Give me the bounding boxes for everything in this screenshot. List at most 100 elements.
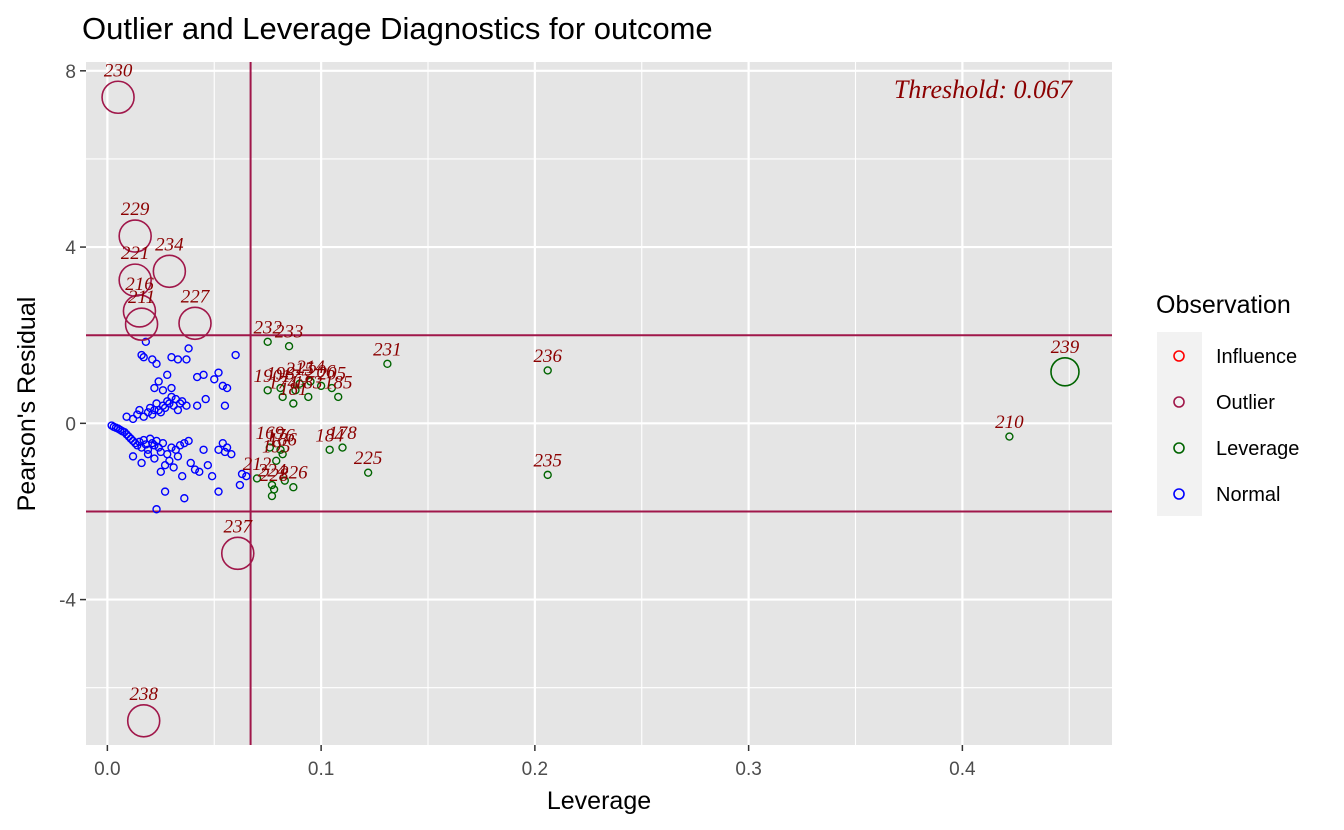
outlier-point: [220, 536, 255, 571]
normal-point: [124, 432, 133, 441]
point-label: 195: [262, 436, 291, 457]
normal-point: [152, 359, 161, 369]
normal-point: [143, 449, 153, 459]
outlier-point: [122, 294, 157, 328]
point-label: 214: [296, 357, 325, 378]
leverage-point: [306, 377, 315, 386]
point-label: 239: [1051, 337, 1080, 358]
legend-entries: Influence Outlier Leverage Normal: [1173, 346, 1299, 506]
leverage-point: [543, 366, 552, 375]
normal-point: [222, 383, 232, 393]
point-label: 174: [268, 372, 297, 393]
leverage-point: [276, 383, 285, 393]
leverage-point: [267, 480, 277, 490]
point-label: 224: [258, 461, 287, 482]
legend-label-outlier: Outlier: [1216, 392, 1275, 414]
normal-point: [210, 375, 219, 384]
leverage-point: [263, 386, 272, 395]
outlier-point: [124, 307, 159, 341]
leverage-point: [543, 470, 552, 480]
x-tick-label: 0.0: [94, 759, 120, 780]
normal-point: [126, 434, 136, 443]
normal-point: [167, 392, 176, 402]
leverage-point: [267, 491, 277, 501]
leverage-point: [316, 381, 326, 391]
normal-point: [148, 438, 157, 448]
normal-point: [165, 456, 174, 465]
normal-point: [190, 465, 200, 474]
point-label: 212: [243, 454, 272, 475]
leverage-point: [1005, 432, 1014, 441]
normal-point: [242, 472, 251, 481]
threshold-annotation: Threshold: 0.067: [894, 75, 1073, 104]
normal-point: [173, 355, 183, 364]
outlier-point: [118, 219, 152, 253]
leverage-point: [263, 337, 272, 347]
normal-point: [201, 394, 210, 404]
point-label: 184: [315, 425, 344, 446]
normal-point: [128, 414, 138, 424]
plot-panel: [86, 62, 1112, 745]
normal-point: [167, 383, 176, 393]
normal-point: [180, 438, 189, 448]
point-label: 233: [275, 322, 304, 343]
normal-point: [167, 443, 176, 452]
normal-point: [158, 386, 168, 395]
legend-key-background: [1157, 332, 1202, 516]
outlier-points: [101, 80, 255, 738]
outlier-point: [178, 306, 212, 341]
normal-point: [207, 472, 217, 481]
point-label: 225: [354, 448, 383, 469]
point-label: 238: [129, 684, 158, 705]
point-label: 185: [324, 372, 353, 393]
normal-point: [214, 487, 223, 496]
y-tick-label: 8: [65, 62, 76, 83]
point-label: 210: [995, 412, 1024, 433]
normal-point: [160, 460, 170, 470]
normal-point: [220, 401, 230, 410]
normal-point: [139, 353, 148, 362]
normal-point: [203, 460, 213, 470]
normal-point: [175, 441, 185, 450]
outlier-point: [126, 703, 161, 738]
normal-point: [122, 430, 131, 439]
point-label: 178: [328, 423, 357, 444]
leverage-point: [325, 445, 334, 454]
point-label: 231: [373, 339, 402, 360]
point-label: 183: [294, 372, 323, 393]
y-axis-title: Pearson's Residual: [13, 297, 41, 512]
outlier-point: [101, 80, 135, 115]
x-tick-label: 0.3: [735, 759, 761, 780]
normal-points: [107, 337, 251, 514]
point-label: 169: [256, 423, 285, 444]
point-label: 206: [307, 361, 336, 382]
point-label: 236: [533, 346, 562, 367]
leverage-point: [1050, 356, 1080, 387]
normal-point: [192, 401, 202, 410]
threshold-lines: [86, 62, 1112, 745]
normal-point: [156, 467, 166, 476]
normal-point: [231, 350, 240, 360]
normal-point: [227, 449, 236, 459]
outlier-point: [152, 254, 187, 289]
y-tick-label: 0: [65, 414, 76, 435]
normal-point: [163, 370, 172, 380]
normal-point: [163, 397, 172, 406]
legend: Observation Influence Outlier Leverage Norm…: [1156, 291, 1299, 516]
legend-key-outlier: [1173, 396, 1185, 408]
normal-point: [143, 445, 153, 454]
leverage-point: [338, 443, 347, 452]
leverage-point: [278, 392, 287, 402]
normal-point: [154, 443, 163, 452]
point-label: 234: [155, 234, 184, 255]
normal-point: [186, 458, 195, 468]
normal-point: [152, 505, 161, 514]
leverage-point: [265, 443, 275, 452]
point-label: 237: [224, 516, 254, 537]
leverage-point: [276, 445, 285, 454]
leverage-point: [280, 476, 289, 485]
normal-point: [199, 445, 208, 454]
leverage-point: [278, 449, 287, 459]
normal-point: [218, 381, 228, 391]
